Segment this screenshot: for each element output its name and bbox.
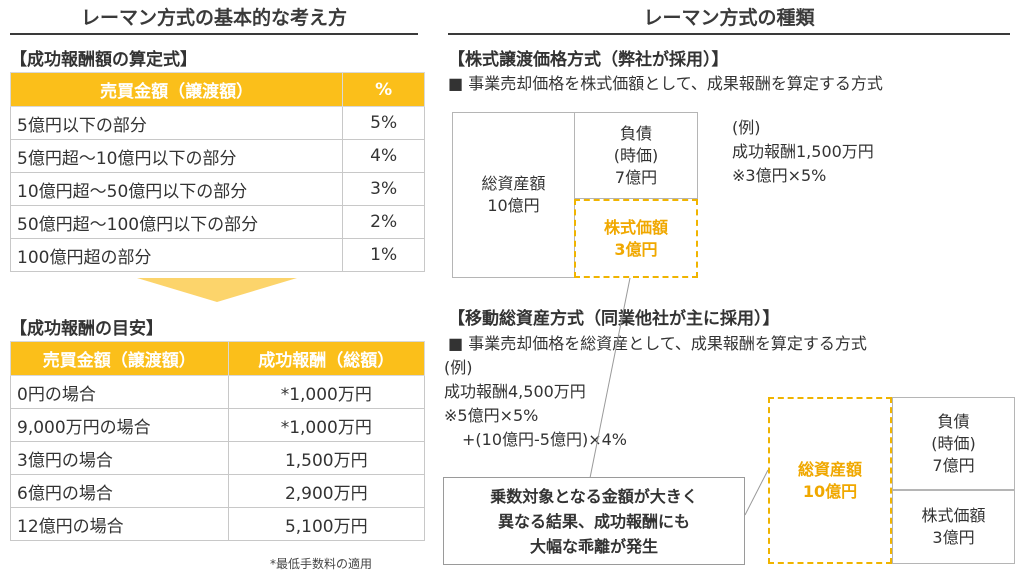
formula-rate: 5%	[342, 106, 425, 140]
table-row: 5億円以下の部分 5%	[9, 106, 425, 140]
liability-note: (時価)	[613, 145, 659, 165]
stock-equity-box: 株式価額 3億円	[574, 199, 698, 278]
total-assets-value: 10億円	[802, 481, 858, 501]
callout-line-1: 乗数対象となる金額が大きく	[490, 486, 698, 506]
transfer-equity-box: 株式価額 3億円	[892, 490, 1015, 564]
stock-method-title: 【株式譲渡価格方式（弊社が採用）】	[448, 50, 729, 70]
liability-note: (時価)	[931, 433, 976, 453]
stock-liability-box: 負債 (時価) 7億円	[574, 112, 698, 199]
callout-line-3: 大幅な乖離が発生	[529, 536, 658, 556]
equity-value: 3億円	[932, 528, 975, 547]
table-row: 5億円超～10億円以下の部分 4%	[9, 139, 425, 173]
formula-rate: 3%	[342, 172, 425, 206]
guide-header-amount: 売買金額（譲渡額）	[10, 341, 229, 376]
guide-amount: 6億円の場合	[10, 474, 229, 508]
table-row: 10億円超～50億円以下の部分 3%	[9, 172, 425, 206]
formula-rate: 4%	[342, 139, 425, 173]
total-assets-label: 総資産額	[481, 174, 546, 193]
guide-fee: 5,100万円	[227, 507, 426, 541]
total-assets-label: 総資産額	[797, 459, 862, 479]
guide-table: 売買金額（譲渡額） 成功報酬（総額） 0円の場合 *1,000万円 9,000万…	[10, 341, 426, 541]
transfer-total-assets-box: 総資産額 10億円	[768, 397, 892, 564]
stock-method-desc: ■ 事業売却価格を株式価額として、成果報酬を算定する方式	[448, 74, 883, 93]
guide-amount: 9,000万円の場合	[10, 408, 229, 442]
guide-fee: 1,500万円	[227, 441, 426, 475]
example-fee: 成功報酬1,500万円	[732, 142, 874, 161]
table-row: 12億円の場合 5,100万円	[10, 507, 426, 541]
left-section-heading: レーマン方式の基本的な考え方	[80, 7, 347, 29]
min-fee-footnote: *最低手数料の適用	[270, 557, 373, 571]
liability-value: 7億円	[614, 167, 658, 187]
formula-range: 50億円超～100億円以下の部分	[9, 205, 344, 239]
stock-example: (例) 成功報酬1,500万円 ※3億円×5%	[732, 116, 874, 188]
equity-value: 3億円	[614, 239, 658, 259]
equity-label: 株式価額	[603, 217, 668, 237]
transfer-method-desc: ■ 事業売却価格を総資産として、成果報酬を算定する方式	[448, 334, 867, 353]
difference-callout: 乗数対象となる金額が大きく 異なる結果、成功報酬にも 大幅な乖離が発生	[443, 477, 745, 565]
transfer-liability-box: 負債 (時価) 7億円	[892, 397, 1015, 490]
guide-fee: *1,000万円	[227, 408, 426, 442]
formula-range: 10億円超～50億円以下の部分	[9, 172, 344, 206]
table-row: 50億円超～100億円以下の部分 2%	[9, 205, 425, 239]
equity-label: 株式価額	[921, 506, 986, 525]
formula-header-percent: %	[342, 72, 425, 107]
left-heading-rule	[10, 33, 418, 35]
liability-label: 負債	[937, 411, 970, 431]
down-arrow	[137, 278, 297, 302]
table-row: 3億円の場合 1,500万円	[10, 441, 426, 475]
guide-amount: 0円の場合	[10, 375, 229, 409]
formula-title: 【成功報酬額の算定式】	[10, 50, 197, 70]
formula-range: 5億円超～10億円以下の部分	[9, 139, 344, 173]
callout-line-2: 異なる結果、成功報酬にも	[497, 511, 690, 531]
formula-header-amount: 売買金額（譲渡額）	[9, 72, 344, 107]
total-assets-value: 10億円	[487, 196, 540, 215]
stock-total-assets-box: 総資産額 10億円	[452, 112, 575, 278]
transfer-example: (例) 成功報酬4,500万円 ※5億円×5% +(10億円-5億円)×4%	[444, 356, 627, 452]
example-fee: 成功報酬4,500万円	[444, 382, 586, 401]
table-row: 6億円の場合 2,900万円	[10, 474, 426, 508]
example-label: (例)	[732, 118, 761, 137]
formula-range: 100億円超の部分	[9, 238, 344, 272]
example-calc-1: ※5億円×5%	[444, 406, 539, 425]
formula-table: 売買金額（譲渡額） % 5億円以下の部分 5% 5億円超～10億円以下の部分 4…	[9, 72, 425, 272]
guide-amount: 12億円の場合	[10, 507, 229, 541]
guide-title: 【成功報酬の目安】	[10, 319, 163, 339]
formula-rate: 1%	[342, 238, 425, 272]
table-row: 0円の場合 *1,000万円	[10, 375, 426, 409]
right-section-heading: レーマン方式の種類	[643, 7, 815, 29]
guide-amount: 3億円の場合	[10, 441, 229, 475]
transfer-method-title: 【移動総資産方式（同業他社が主に採用）】	[448, 309, 780, 329]
right-heading-rule	[448, 33, 1010, 35]
liability-label: 負債	[619, 123, 652, 143]
example-label: (例)	[444, 358, 473, 377]
example-calc-2: +(10億円-5億円)×4%	[462, 430, 627, 449]
liability-value: 7億円	[932, 455, 975, 475]
formula-rate: 2%	[342, 205, 425, 239]
formula-range: 5億円以下の部分	[9, 106, 344, 140]
connector-line-bottom	[744, 469, 769, 516]
guide-header-fee: 成功報酬（総額）	[227, 341, 426, 376]
guide-fee: *1,000万円	[227, 375, 426, 409]
example-calc: ※3億円×5%	[732, 166, 827, 185]
table-row: 9,000万円の場合 *1,000万円	[10, 408, 426, 442]
table-row: 100億円超の部分 1%	[9, 238, 425, 272]
guide-fee: 2,900万円	[227, 474, 426, 508]
